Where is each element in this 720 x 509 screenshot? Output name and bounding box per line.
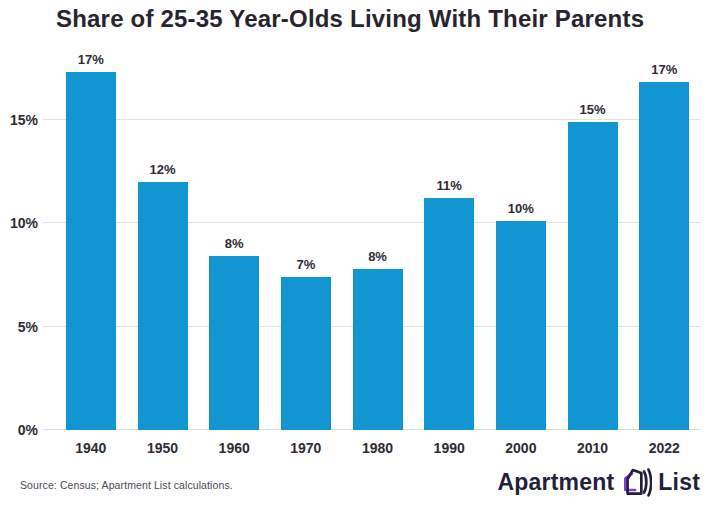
apartment-list-logo: Apartment List: [497, 466, 700, 498]
apartment-list-house-icon: [620, 466, 652, 498]
bar-1940: [66, 72, 116, 430]
bar-value-label: 8%: [225, 236, 244, 251]
bar-slot-1940: 17%: [55, 52, 127, 430]
bar-1960: [209, 256, 259, 430]
y-axis-labels: 0%5%10%15%: [0, 60, 38, 430]
bar-value-label: 15%: [580, 102, 606, 117]
bar-2010: [568, 122, 618, 430]
source-note: Source: Census; Apartment List calculati…: [20, 479, 233, 491]
bar-slot-1990: 11%: [413, 178, 485, 430]
bar-value-label: 17%: [78, 52, 104, 67]
y-tick-label: 10%: [10, 215, 38, 231]
bar-value-label: 11%: [437, 178, 462, 193]
y-tick-label: 5%: [18, 319, 38, 335]
bar-slot-1950: 12%: [127, 162, 199, 430]
x-tick-label-2022: 2022: [628, 440, 700, 456]
x-axis-labels: 194019501960197019801990200020102022: [55, 440, 700, 456]
x-tick-label-2000: 2000: [485, 440, 557, 456]
chart-title: Share of 25-35 Year-Olds Living With The…: [56, 5, 676, 33]
bar-value-label: 17%: [651, 62, 677, 77]
bar-2022: [639, 82, 689, 430]
bar-value-label: 10%: [508, 201, 534, 216]
bar-value-label: 12%: [149, 162, 175, 177]
x-tick-label-2010: 2010: [557, 440, 629, 456]
bar-1970: [281, 277, 331, 430]
bar-value-label: 7%: [296, 257, 315, 272]
bar-slot-2000: 10%: [485, 201, 557, 430]
x-tick-label-1960: 1960: [198, 440, 270, 456]
bar-value-label: 8%: [368, 249, 387, 264]
bar-slot-1980: 8%: [342, 249, 414, 430]
x-tick-label-1980: 1980: [342, 440, 414, 456]
logo-text-apartment: Apartment: [497, 469, 614, 496]
x-tick-label-1970: 1970: [270, 440, 342, 456]
bar-1950: [138, 182, 188, 430]
bar-series: 17%12%8%7%8%11%10%15%17%: [55, 60, 700, 430]
bar-2000: [496, 221, 546, 430]
chart-canvas: Share of 25-35 Year-Olds Living With The…: [0, 0, 720, 509]
bar-slot-2010: 15%: [557, 102, 629, 430]
y-tick-label: 0%: [18, 422, 38, 438]
x-tick-label-1950: 1950: [127, 440, 199, 456]
logo-text-list: List: [658, 469, 700, 496]
bar-1990: [424, 198, 474, 430]
bar-slot-2022: 17%: [628, 62, 700, 430]
bar-1980: [353, 269, 403, 430]
bar-slot-1970: 7%: [270, 257, 342, 430]
y-tick-label: 15%: [10, 112, 38, 128]
bar-slot-1960: 8%: [198, 236, 270, 430]
x-tick-label-1940: 1940: [55, 440, 127, 456]
x-tick-label-1990: 1990: [413, 440, 485, 456]
